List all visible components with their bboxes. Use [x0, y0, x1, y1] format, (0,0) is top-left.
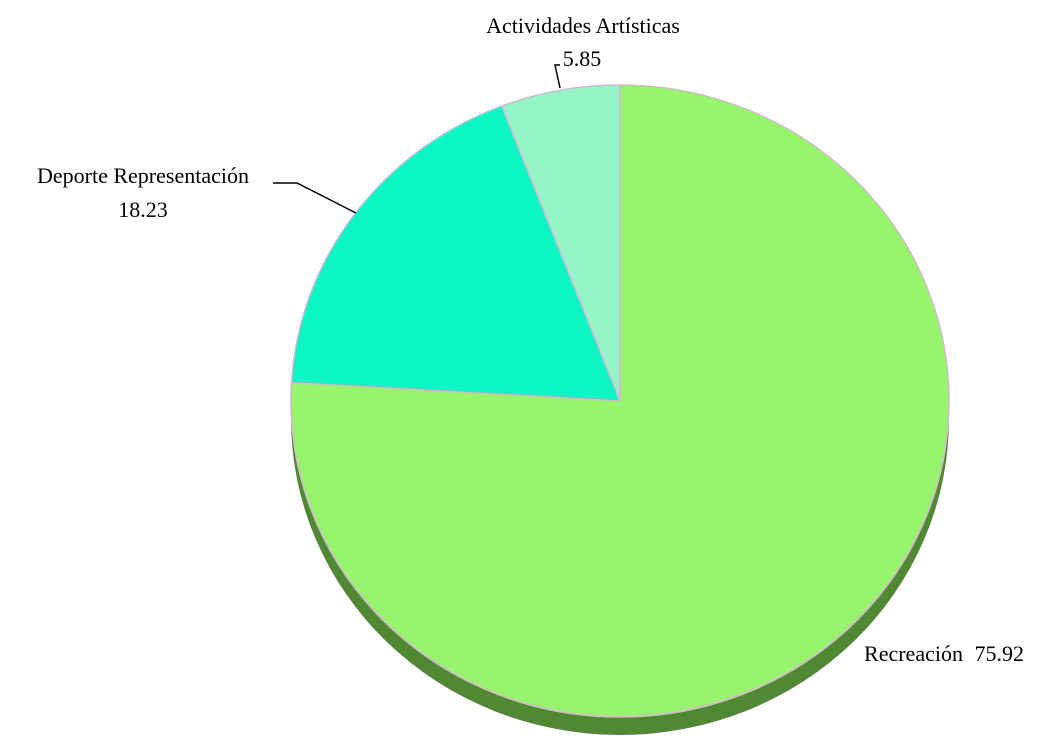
- leader-line-actividades-artisticas: [554, 64, 561, 89]
- leader-line-deporte-representacion: [273, 182, 357, 214]
- leader-line-layer: [273, 64, 561, 214]
- slice-label-recreacion-value: 75.92: [974, 641, 1024, 666]
- pie-slice-deporte-representacion: [290, 105, 621, 402]
- slice-label-recreacion: Recreación 75.92: [864, 641, 1024, 666]
- slice-label-recreacion-name: Recreación: [864, 641, 963, 666]
- slice-label-actividades-artisticas-value: 5.85: [563, 46, 602, 71]
- pie-slice-layer: [290, 84, 950, 718]
- slice-label-deporte-representacion-name: Deporte Representación: [37, 163, 249, 188]
- slice-label-actividades-artisticas-name: Actividades Artísticas: [486, 13, 680, 38]
- slice-label-deporte-representacion-value: 18.23: [118, 197, 168, 222]
- pie-slice-actividades-artisticas: [501, 84, 621, 402]
